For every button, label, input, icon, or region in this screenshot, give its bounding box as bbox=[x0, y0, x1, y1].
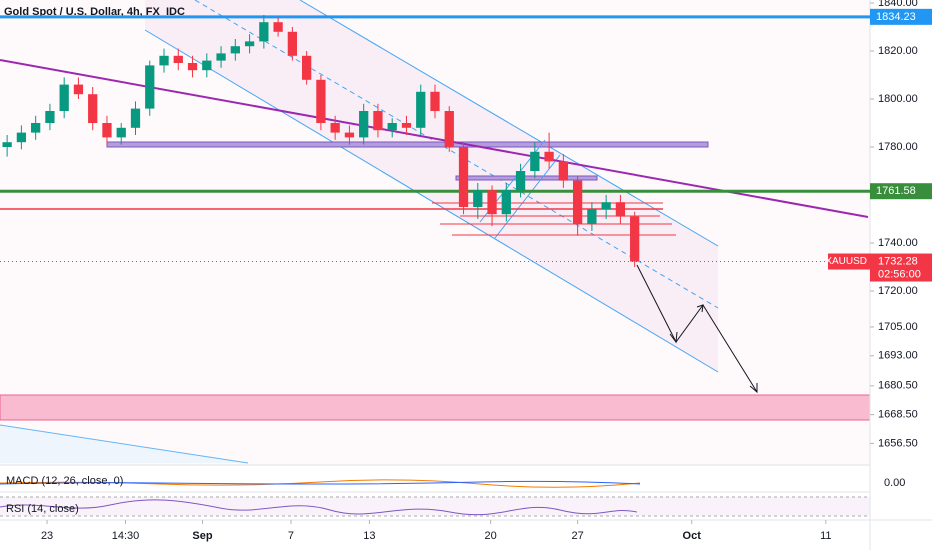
price-line-label: 1834.23 bbox=[876, 11, 916, 23]
candle-body bbox=[145, 65, 155, 109]
y-tick-label: 1693.00 bbox=[878, 350, 918, 362]
x-tick-label: 7 bbox=[288, 530, 294, 542]
price-line-label: 1761.58 bbox=[876, 185, 916, 197]
candle-body bbox=[359, 111, 369, 138]
price-line-box bbox=[870, 8, 932, 25]
candle-body bbox=[244, 41, 255, 47]
channel-upper bbox=[299, 0, 719, 247]
candle-body bbox=[387, 123, 397, 131]
y-tick-label: 1705.00 bbox=[878, 321, 918, 333]
x-tick-label: 20 bbox=[484, 530, 496, 542]
candle-body bbox=[2, 142, 12, 147]
pane-tint bbox=[0, 0, 870, 465]
candle-body bbox=[572, 180, 583, 224]
candle-body bbox=[587, 209, 597, 224]
box bbox=[106, 141, 709, 148]
candle-body bbox=[630, 216, 640, 262]
candle-body bbox=[45, 111, 55, 123]
candle-body bbox=[330, 123, 340, 133]
candle-body bbox=[316, 79, 326, 123]
candle-body bbox=[73, 84, 84, 95]
candle-body bbox=[230, 46, 240, 54]
candle-body bbox=[544, 151, 554, 162]
rsi-line bbox=[0, 499, 638, 516]
candle-body bbox=[259, 22, 269, 42]
rsi-band bbox=[0, 497, 870, 516]
candle-body bbox=[102, 123, 112, 138]
candle-body bbox=[59, 84, 69, 111]
symbol-box bbox=[828, 253, 870, 270]
candle-body bbox=[216, 53, 226, 61]
x-tick-label: Oct bbox=[683, 530, 702, 542]
macd-signal bbox=[0, 480, 641, 485]
y-tick-label: 1668.50 bbox=[878, 409, 918, 421]
candle-body bbox=[31, 123, 41, 133]
candle-body bbox=[601, 202, 611, 210]
x-tick-label: Sep bbox=[192, 530, 212, 542]
x-tick-label: 23 bbox=[41, 530, 53, 542]
price-line-box bbox=[870, 183, 932, 200]
y-tick-label: 1800.00 bbox=[878, 93, 918, 105]
x-tick-label: 13 bbox=[363, 530, 375, 542]
y-tick-label: 1840.00 bbox=[878, 0, 918, 9]
x-tick-label: 11 bbox=[820, 530, 831, 542]
macd-label: MACD (12, 26, close, 0) bbox=[6, 475, 123, 487]
y-tick-label: 1656.50 bbox=[878, 437, 918, 449]
candle-body bbox=[273, 22, 283, 32]
candle-body bbox=[130, 108, 141, 128]
channel-fill bbox=[145, 0, 718, 372]
candle-body bbox=[159, 55, 169, 66]
lower-line bbox=[0, 424, 249, 464]
zone bbox=[0, 394, 871, 421]
arrow-head bbox=[669, 304, 758, 394]
box bbox=[455, 175, 598, 181]
y-tick-label: 1720.00 bbox=[878, 285, 918, 297]
candle-body bbox=[416, 91, 426, 128]
candle-body bbox=[444, 111, 454, 147]
last-price-box bbox=[870, 253, 932, 282]
candle-body bbox=[202, 60, 212, 71]
candle-body bbox=[473, 190, 483, 207]
candle-body bbox=[16, 132, 27, 143]
y-tick-label: 1740.00 bbox=[878, 237, 918, 249]
candle-body bbox=[401, 123, 412, 128]
candle-body bbox=[458, 147, 469, 207]
candle-body bbox=[430, 91, 440, 111]
y-tick-label: 1820.00 bbox=[878, 45, 918, 57]
candle-body bbox=[487, 190, 497, 215]
y-tick-label: 1680.50 bbox=[878, 380, 918, 392]
candle-body bbox=[187, 63, 198, 71]
candle-body bbox=[116, 127, 126, 138]
candle-body bbox=[173, 55, 183, 63]
channel-lower bbox=[144, 29, 719, 373]
candle-body bbox=[287, 31, 298, 56]
candle-body bbox=[615, 202, 626, 217]
candle-body bbox=[558, 161, 568, 181]
x-tick-label: 14:30 bbox=[112, 530, 140, 542]
chart-title: Gold Spot / U.S. Dollar, 4h, FX_IDC bbox=[4, 6, 185, 18]
countdown-label: 02:56:00 bbox=[878, 268, 921, 280]
projection-arrow bbox=[636, 264, 758, 393]
rsi-label: RSI (14, close) bbox=[6, 503, 79, 515]
candle-body bbox=[373, 111, 383, 131]
candle-body bbox=[88, 94, 98, 123]
candle-body bbox=[515, 171, 526, 191]
candle-body bbox=[501, 190, 511, 215]
x-tick-label: 27 bbox=[571, 530, 583, 542]
candle-body bbox=[302, 55, 312, 80]
y-tick-label: 1780.00 bbox=[878, 141, 918, 153]
last-price-label: 1732.28 bbox=[878, 255, 918, 267]
candle-body bbox=[344, 132, 355, 138]
symbol-label: XAUUSD bbox=[825, 256, 867, 267]
candle-body bbox=[530, 151, 540, 171]
macd-tick-label: 0.00 bbox=[884, 477, 905, 489]
